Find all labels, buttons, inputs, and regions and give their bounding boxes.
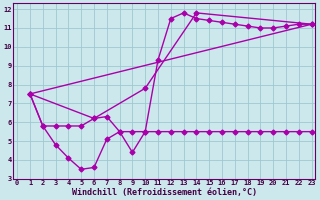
X-axis label: Windchill (Refroidissement éolien,°C): Windchill (Refroidissement éolien,°C)	[72, 188, 257, 197]
